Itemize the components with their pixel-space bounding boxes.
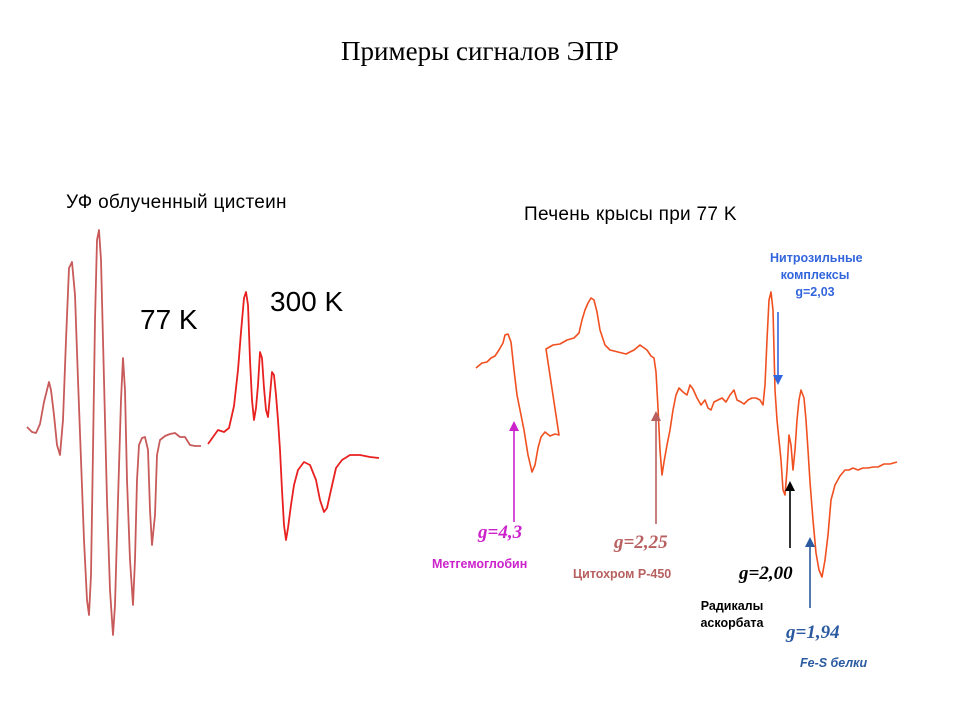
nitrosyl-line2: комплексы (780, 268, 850, 282)
temp-300k-label: 300 K (270, 286, 344, 317)
nitrosyl-label: Нитрозильные комплексы g=2,03 (770, 250, 863, 301)
g200-value: g=2,00 (739, 563, 793, 584)
g43-value: g=4,3 (478, 522, 523, 543)
radicals-line1: Радикалы (700, 599, 764, 613)
fes-label: Fe-S белки (800, 656, 868, 670)
left-panel-heading: УФ облученный цистеин (66, 192, 287, 213)
page-title: Примеры сигналов ЭПР (341, 36, 619, 66)
nitrosyl-g-value: g=2,03 (795, 285, 835, 299)
g225-value: g=2,25 (614, 532, 668, 553)
spectrum-liver (475, 291, 898, 578)
radicals-line2: аскорбата (700, 616, 764, 630)
temp-77k-label: 77 K (140, 304, 198, 335)
spectrum-77k (26, 229, 201, 636)
radicals-label: Радикалы аскорбата (686, 598, 778, 632)
g194-value: g=1,94 (786, 622, 840, 643)
cytochrome-label: Цитохром P-450 (573, 567, 672, 581)
nitrosyl-line1: Нитрозильные (770, 251, 863, 265)
metgemoglobin-label: Метгемоглобин (432, 557, 528, 571)
spectrum-300k (207, 291, 380, 541)
right-panel-heading: Печень крысы при 77 K (524, 204, 737, 225)
